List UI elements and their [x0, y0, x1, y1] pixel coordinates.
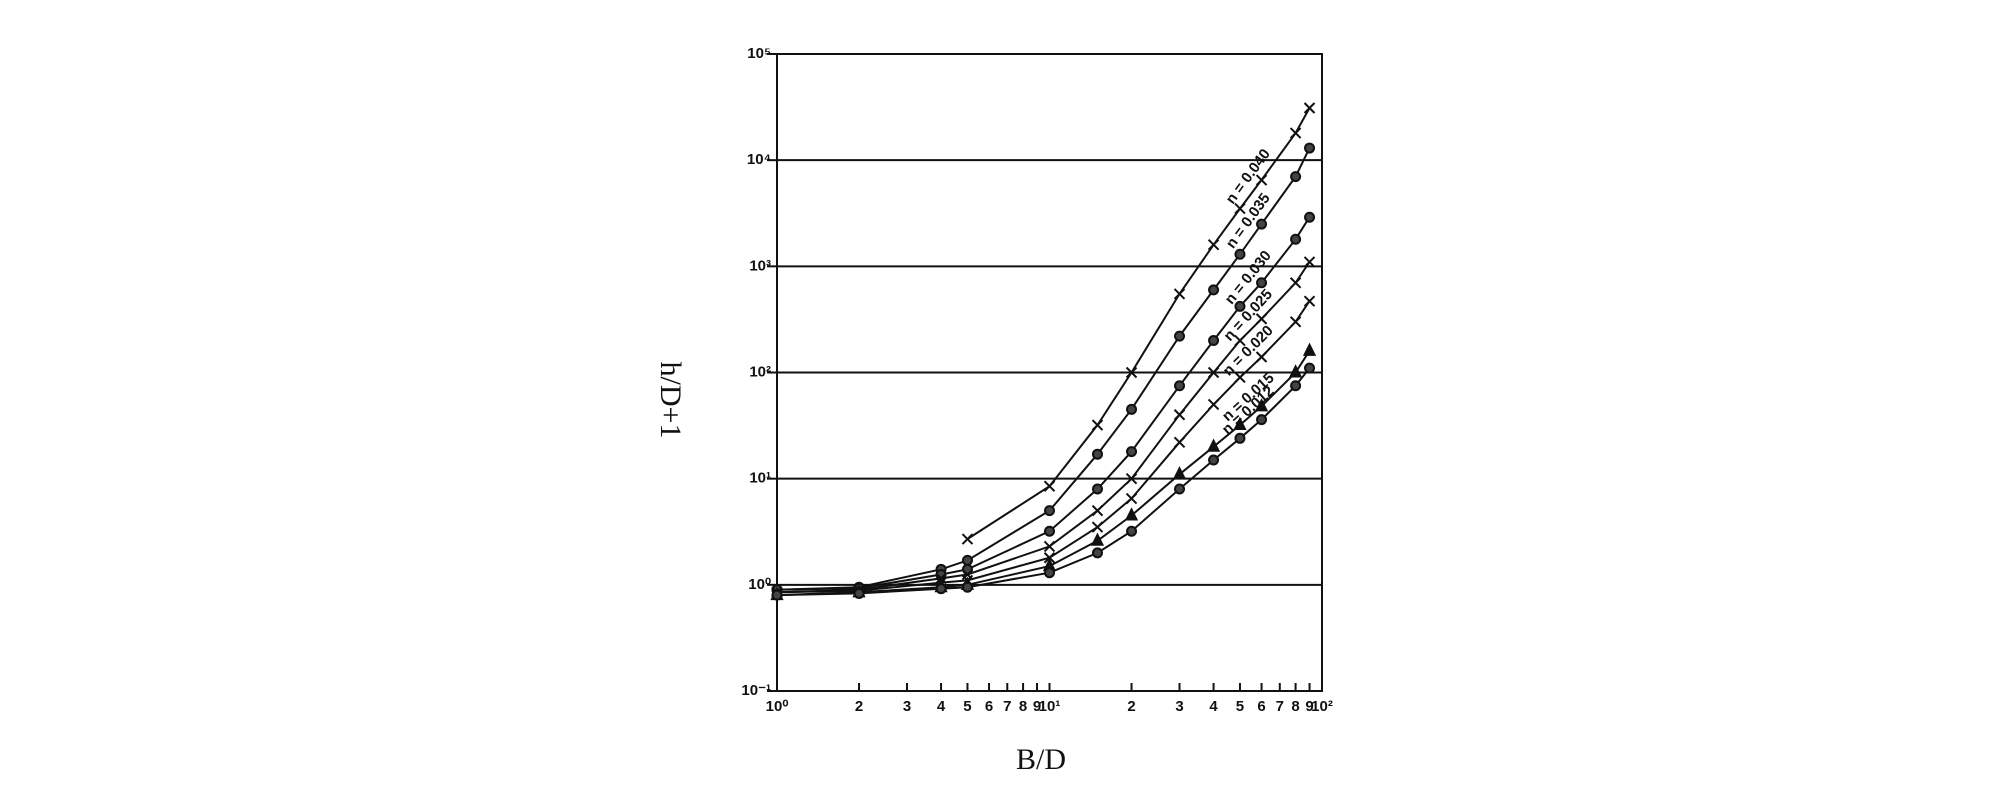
marker	[1288, 364, 1303, 378]
marker	[1173, 288, 1186, 300]
marker	[1126, 525, 1138, 537]
marker	[1256, 414, 1268, 426]
marker	[1234, 371, 1246, 384]
marker	[1303, 295, 1316, 307]
x-tick-label: 4	[937, 698, 946, 715]
x-tick-label: 5	[1236, 698, 1244, 715]
x-tick-label: 9	[1033, 698, 1041, 715]
marker	[771, 589, 783, 601]
x-tick-label: 3	[903, 698, 911, 715]
marker	[1126, 403, 1138, 415]
marker	[1303, 256, 1316, 268]
marker	[1234, 432, 1246, 444]
marker	[853, 587, 865, 599]
marker	[1172, 466, 1187, 480]
x-tick-label: 10⁰	[766, 698, 789, 715]
marker	[1043, 480, 1056, 492]
marker	[1290, 233, 1302, 245]
x-tick-label: 2	[1127, 698, 1135, 715]
x-tick-label: 8	[1291, 698, 1299, 715]
marker	[1233, 416, 1247, 431]
x-tick-label: 3	[1175, 698, 1183, 715]
marker	[1207, 398, 1220, 411]
marker	[1234, 300, 1246, 312]
marker	[1256, 277, 1268, 289]
marker	[1174, 330, 1186, 342]
marker	[1302, 342, 1317, 356]
x-tick-label: 10¹	[1039, 698, 1061, 715]
marker	[1126, 446, 1138, 458]
marker	[1091, 521, 1104, 533]
marker	[1125, 366, 1138, 379]
marker	[1091, 483, 1103, 495]
series-line	[966, 107, 1311, 540]
marker	[1124, 507, 1139, 521]
marker	[935, 583, 947, 595]
marker	[1290, 380, 1302, 392]
x-tick-label: 8	[1019, 698, 1027, 715]
marker	[1290, 171, 1302, 183]
marker	[1207, 366, 1220, 379]
marker	[961, 554, 973, 566]
marker	[1289, 316, 1302, 328]
marker	[1173, 409, 1186, 421]
marker	[1255, 351, 1268, 363]
marker	[1125, 472, 1138, 485]
y-axis-title: h/D+1	[654, 362, 687, 439]
y-tick-label: 10⁰	[748, 576, 771, 593]
y-tick-label: 10³	[749, 257, 771, 274]
marker	[1303, 102, 1316, 114]
marker	[1044, 505, 1055, 517]
marker	[1091, 419, 1104, 431]
marker	[1174, 483, 1186, 495]
marker	[1125, 492, 1138, 505]
marker	[1255, 174, 1268, 186]
marker	[1173, 436, 1186, 449]
marker	[1234, 202, 1246, 215]
marker	[1091, 547, 1103, 559]
x-tick-label: 5	[963, 698, 971, 715]
marker	[1289, 277, 1302, 289]
x-tick-label: 7	[1276, 698, 1284, 715]
marker	[1043, 552, 1056, 564]
marker	[1255, 313, 1268, 325]
y-tick-label: 10⁵	[747, 45, 771, 62]
marker	[1206, 438, 1221, 452]
x-tick-label: 7	[1003, 698, 1011, 715]
marker	[1091, 504, 1104, 517]
marker	[1208, 335, 1220, 347]
x-tick-label: 10²	[1311, 698, 1333, 715]
x-axis-title: B/D	[1016, 743, 1066, 776]
marker	[1304, 362, 1316, 374]
y-tick-label: 10¹	[749, 470, 771, 487]
y-tick-label: 10⁻¹	[741, 682, 771, 699]
marker	[1256, 218, 1268, 230]
x-tick-label: 4	[1209, 698, 1218, 715]
marker	[1174, 380, 1186, 392]
x-tick-label: 9	[1305, 698, 1313, 715]
x-tick-label: 6	[1257, 698, 1265, 715]
marker	[1207, 238, 1220, 251]
marker	[1208, 284, 1220, 296]
x-tick-label: 6	[985, 698, 993, 715]
marker	[1304, 211, 1316, 223]
marker	[1090, 532, 1105, 546]
marker	[1044, 567, 1055, 579]
marker	[1091, 448, 1103, 460]
y-tick-label: 10²	[749, 363, 771, 380]
marker	[961, 533, 974, 545]
marker	[1208, 454, 1220, 466]
marker	[1304, 142, 1316, 154]
marker	[1234, 334, 1246, 347]
marker	[1044, 525, 1055, 537]
marker	[961, 581, 973, 593]
marker	[1254, 398, 1269, 412]
marker	[1234, 248, 1246, 260]
marker	[1043, 540, 1056, 553]
y-tick-label: 10⁴	[747, 151, 771, 168]
marker	[1289, 127, 1302, 139]
x-tick-label: 2	[855, 698, 863, 715]
